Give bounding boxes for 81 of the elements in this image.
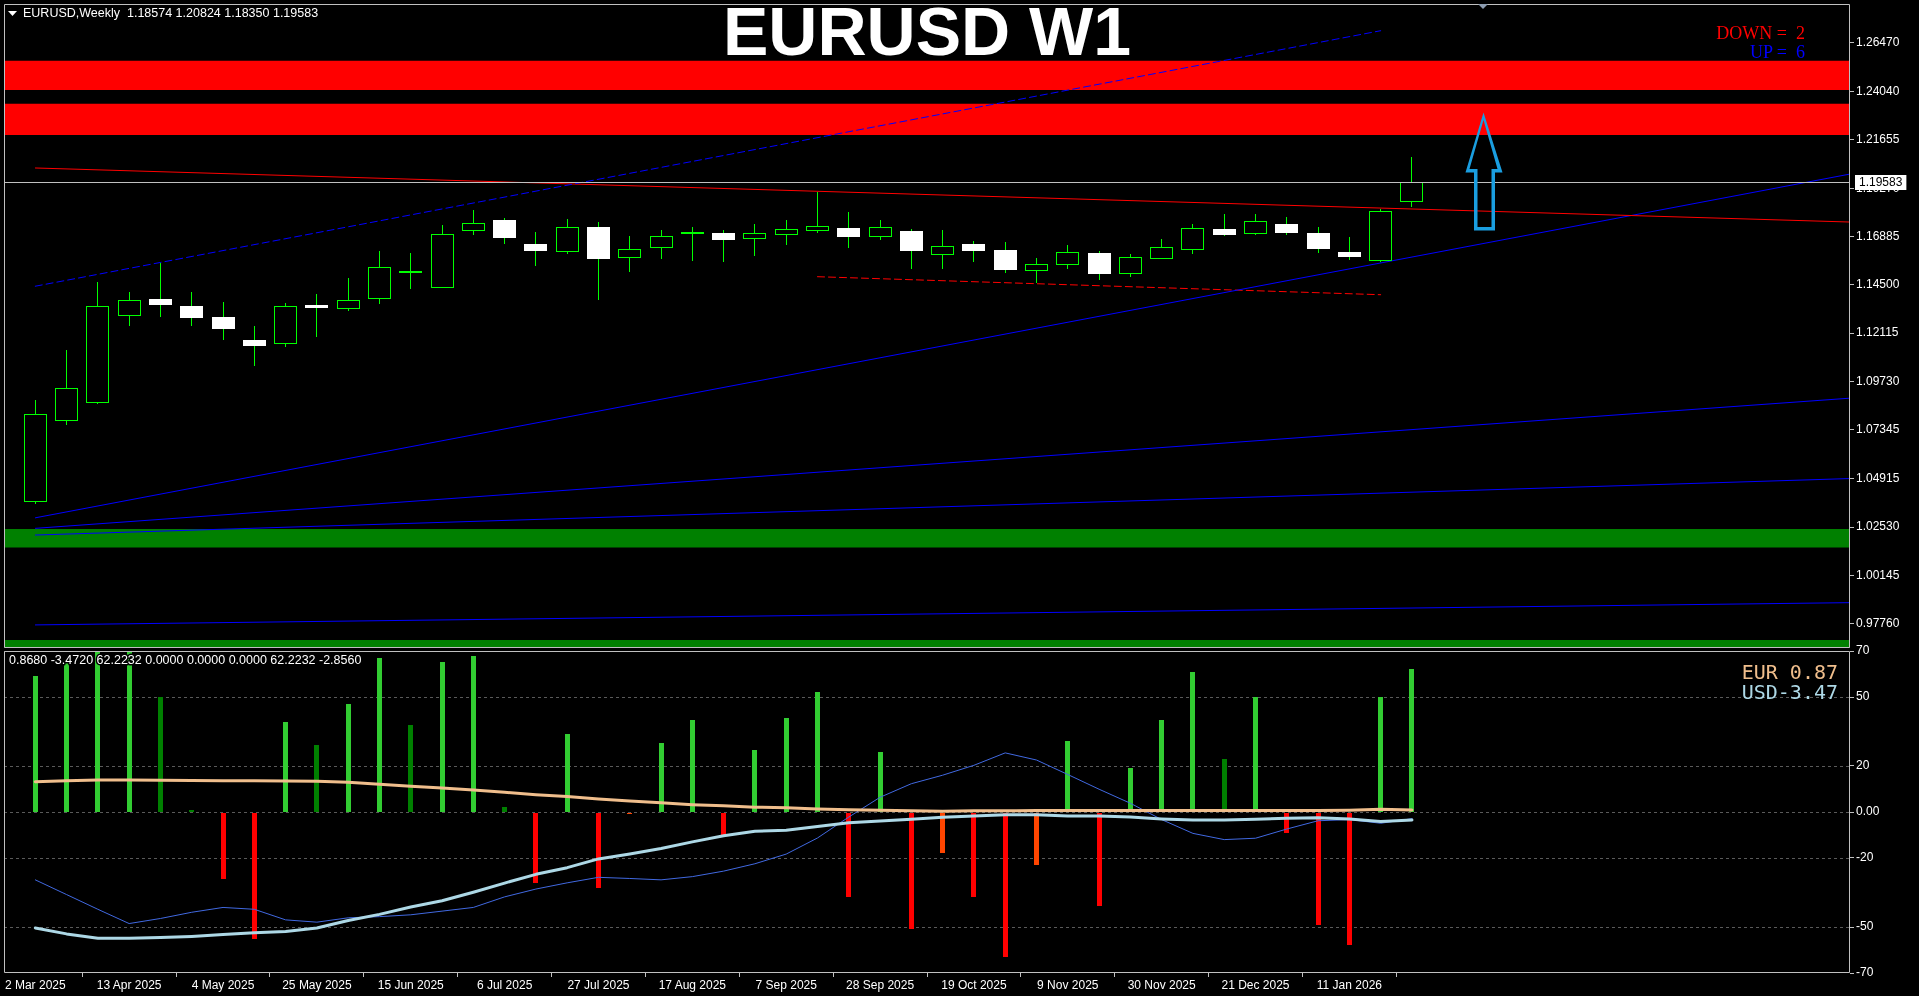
x-tick-label: 30 Nov 2025 (1127, 977, 1197, 992)
bar (158, 697, 163, 812)
x-tick-label: 7 Sep 2025 (755, 977, 818, 992)
x-tick-label: 19 Oct 2025 (941, 977, 1007, 992)
bar (252, 813, 257, 939)
bar (314, 745, 319, 812)
bar (721, 813, 726, 835)
bar (971, 813, 976, 897)
bar (1003, 813, 1008, 957)
x-tick-label: 25 May 2025 (282, 977, 352, 992)
bar (1253, 697, 1258, 812)
y-tick-label: 1.21655 (1856, 132, 1900, 147)
annotation: DOWN = 2 (1716, 22, 1805, 43)
bar (659, 743, 664, 812)
candlestick (681, 227, 704, 261)
bar (940, 813, 945, 853)
bar (815, 692, 820, 812)
bar (471, 656, 476, 812)
bar (533, 813, 538, 883)
bar (1159, 720, 1164, 812)
chart-title: EURUSD W1 (722, 0, 1132, 69)
x-tick-label: 6 Jul 2025 (476, 977, 533, 992)
x-tick-label: 4 May 2025 (191, 977, 255, 992)
y-tick-label: 0.00 (1856, 804, 1880, 819)
bar (1190, 672, 1195, 812)
y-tick-label: 1.16885 (1856, 228, 1900, 243)
bar (440, 662, 445, 812)
y-tick-label: 1.12115 (1856, 325, 1899, 340)
candlestick (399, 253, 422, 289)
y-tick-label: 1.02530 (1856, 519, 1900, 534)
y-tick-label: 0.97760 (1856, 616, 1900, 631)
bar (346, 704, 351, 812)
chart-subtitle: EURUSD,Weekly 1.18574 1.20824 1.18350 1.19583 (23, 5, 319, 20)
x-tick-label: 13 Apr 2025 (96, 977, 162, 992)
x-tick-label: 9 Nov 2025 (1037, 977, 1099, 992)
y-tick-label: 20 (1856, 758, 1870, 773)
y-tick-label: 1.09730 (1856, 373, 1900, 388)
bar (1065, 741, 1070, 812)
y-tick-label: 1.00145 (1856, 567, 1900, 582)
x-tick-label: 11 Jan 2026 (1316, 977, 1383, 992)
x-tick-label: 27 Jul 2025 (567, 977, 630, 992)
annotation: UP = 6 (1750, 42, 1805, 63)
x-tick-label: 15 Jun 2025 (377, 977, 445, 992)
bar (64, 662, 69, 812)
x-tick-label: 21 Dec 2025 (1221, 977, 1290, 992)
y-tick-label: 50 (1856, 689, 1870, 704)
bar (283, 722, 288, 812)
y-tick-label: -20 (1856, 850, 1874, 865)
y-tick-label: -70 (1856, 965, 1874, 980)
bar (784, 718, 789, 812)
bar (1034, 813, 1039, 865)
y-tick-label: 70 (1856, 643, 1870, 658)
bar (1097, 813, 1102, 906)
bar (596, 813, 601, 888)
bar (565, 734, 570, 812)
bar (1378, 697, 1383, 812)
bar (909, 813, 914, 929)
y-tick-label: 1.07345 (1856, 421, 1900, 436)
bar (1222, 759, 1227, 812)
bar (690, 720, 695, 812)
bar (846, 813, 851, 897)
x-tick-label: 2 Mar 2025 (4, 977, 66, 992)
y-tick-label: 1.14500 (1856, 277, 1900, 292)
x-tick-label: 28 Sep 2025 (846, 977, 915, 992)
bar (878, 752, 883, 812)
x-tick-label: 17 Aug 2025 (658, 977, 727, 992)
y-tick-label: 1.04915 (1856, 471, 1900, 486)
candlestick (305, 294, 328, 337)
bar (1316, 813, 1321, 925)
bar (408, 725, 413, 812)
bar (377, 658, 382, 812)
y-tick-label: 1.24040 (1856, 83, 1900, 98)
bar (502, 807, 507, 812)
bar (1409, 669, 1414, 812)
ref-line-label: 1.19583 (1859, 175, 1903, 190)
y-tick-label: -50 (1856, 919, 1874, 934)
bar (33, 676, 38, 812)
y-tick-label: 1.26470 (1856, 34, 1900, 49)
bar (221, 813, 226, 879)
bar (1347, 813, 1352, 945)
bar (752, 750, 757, 812)
